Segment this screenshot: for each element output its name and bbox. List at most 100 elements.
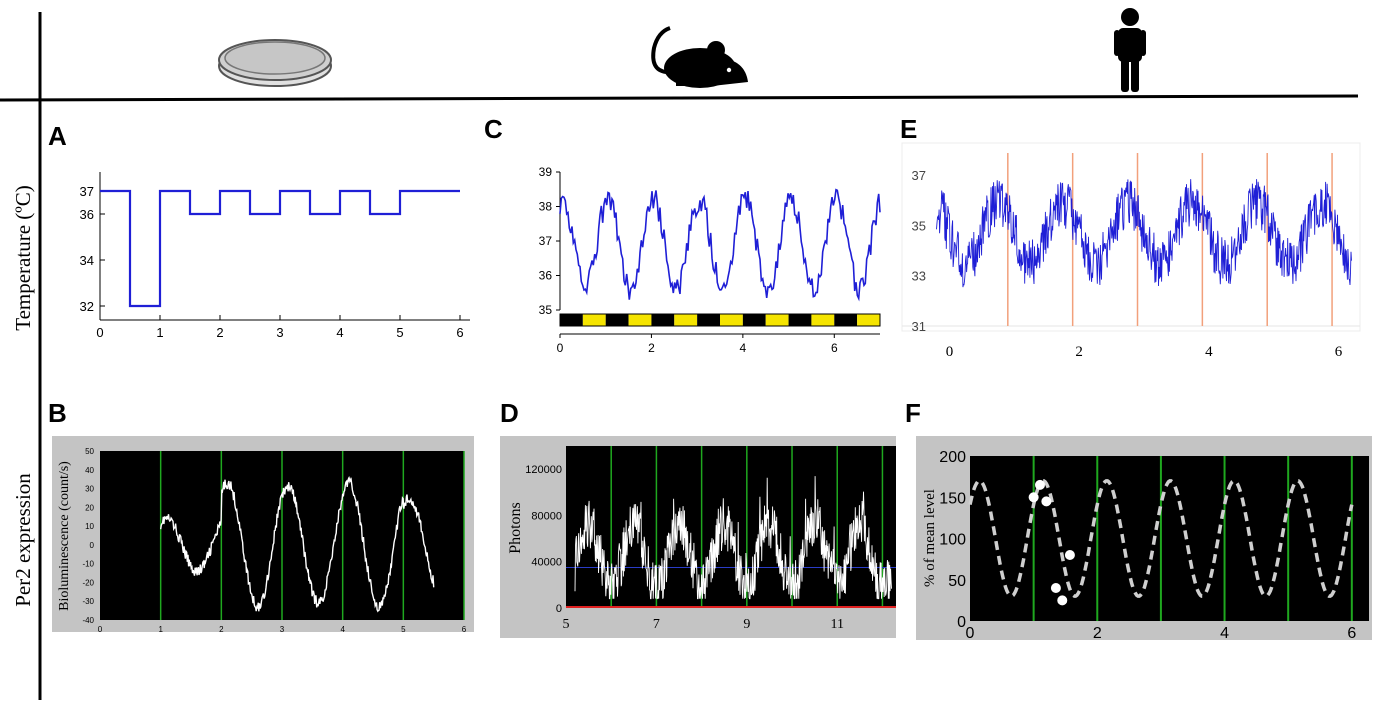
row-label-temperature: Temperature (ºC): [11, 185, 35, 331]
plot-area: [566, 446, 896, 608]
x-tick-label: 2: [1075, 344, 1083, 360]
light-dark-segment: [697, 314, 720, 326]
y-axis-title: % of mean level: [922, 489, 938, 587]
y-tick-label: 120000: [525, 464, 562, 476]
x-tick-label: 4: [340, 625, 345, 634]
x-tick-label: 1: [156, 325, 163, 340]
temperature-series: [100, 189, 460, 308]
x-tick-label: 9: [743, 617, 750, 632]
mouse-icon: [651, 26, 748, 88]
y-tick-label: 80000: [531, 510, 562, 522]
panel-d-photons: 0 40000 80000 120000 5 7 9 11 Photons: [500, 436, 896, 638]
data-point: [1035, 479, 1045, 490]
bioluminescence-series: [160, 475, 435, 613]
x-tick-label: 1: [158, 625, 163, 634]
panel-b-bioluminescence: 0 1 2 3 4 5 6 50 40 30 20 10 0 -10 -20 -30 -40 Biolumines…: [52, 436, 474, 634]
y-tick-label: 31: [912, 319, 926, 334]
x-tick-label: 6: [1335, 344, 1343, 360]
y-tick-label: 35: [912, 218, 926, 233]
photon-series: [574, 476, 892, 600]
data-point: [1064, 550, 1075, 560]
y-tick-label: 38: [539, 200, 553, 214]
y-tick-label: 39: [539, 165, 553, 179]
human-icon: [1114, 8, 1146, 92]
y-tick-label: 34: [80, 253, 94, 268]
y-tick-label: -10: [82, 560, 94, 569]
plot-area: [901, 142, 1361, 332]
y-tick-label: 200: [939, 449, 966, 466]
light-dark-segment: [765, 314, 789, 326]
panel-letter-f: F: [905, 398, 921, 428]
light-dark-segment: [811, 314, 835, 326]
x-tick-label: 3: [280, 625, 285, 634]
y-tick-label: 32: [80, 299, 94, 314]
light-dark-segment: [788, 314, 812, 326]
light-dark-bar-frame: [559, 313, 881, 327]
panel-f-per2-model: 0 50 100 150 200 0 2 4 6 % of mean level: [916, 436, 1372, 642]
x-tick-label: 5: [401, 625, 406, 634]
light-dark-segment: [674, 314, 698, 326]
x-tick-label: 0: [557, 341, 564, 355]
horizontal-divider: [0, 94, 1359, 102]
y-tick-label: 33: [912, 269, 926, 284]
light-dark-segment: [651, 314, 675, 326]
y-tick-label: 36: [80, 207, 94, 222]
x-tick-label: 0: [98, 625, 103, 634]
panel-c-temperature-mouse: 35 36 37 38 39 0 2 4 6: [539, 165, 881, 355]
x-tick-label: 4: [1220, 625, 1229, 642]
y-tick-label: 20: [85, 503, 94, 512]
y-tick-label: 10: [85, 522, 94, 531]
light-dark-segment: [582, 314, 606, 326]
y-tick-label: 40000: [531, 557, 562, 569]
x-tick-label: 6: [462, 625, 467, 634]
data-point: [1050, 583, 1061, 593]
x-tick-label: 4: [740, 341, 747, 355]
x-tick-label: 2: [648, 341, 655, 355]
x-tick-label: 2: [216, 325, 223, 340]
petri-dish-icon: [218, 39, 332, 87]
y-tick-label: 37: [539, 234, 553, 248]
x-tick-label: 2: [219, 625, 224, 634]
panel-letter-d: D: [500, 398, 519, 428]
x-tick-label: 0: [966, 625, 975, 642]
y-tick-label: 0: [556, 603, 562, 615]
core-temperature-series: [559, 188, 881, 302]
panel-letter-e: E: [900, 114, 917, 144]
light-dark-segment: [742, 314, 766, 326]
y-tick-label: 0: [90, 541, 95, 550]
data-point: [1028, 492, 1039, 503]
x-tick-label: 3: [276, 325, 283, 340]
light-dark-segment: [605, 314, 629, 326]
panel-e-temperature-human: 31 33 35 37 0 2 4 6: [901, 142, 1361, 360]
x-tick-label: 6: [1347, 625, 1356, 642]
skin-temperature-series: [936, 179, 1352, 288]
x-tick-label: 5: [396, 325, 403, 340]
data-point: [1057, 595, 1068, 606]
model-fit-series: [968, 479, 1354, 598]
x-tick-label: 2: [1093, 625, 1102, 642]
panel-letter-c: C: [484, 114, 503, 144]
light-dark-segment: [834, 314, 858, 326]
light-dark-segment: [560, 314, 583, 326]
y-tick-label: 150: [939, 490, 966, 507]
y-tick-label: 100: [939, 532, 966, 549]
light-dark-segment: [857, 314, 880, 326]
x-tick-label: 7: [653, 617, 660, 632]
y-tick-label: -30: [82, 597, 94, 606]
y-tick-label: 40: [85, 466, 94, 475]
y-tick-label: 37: [80, 184, 94, 199]
x-tick-label: 0: [96, 325, 103, 340]
x-tick-label: 6: [831, 341, 838, 355]
light-dark-segment: [628, 314, 652, 326]
y-tick-label: -40: [82, 616, 94, 625]
row-label-per2: Per2 expression: [11, 473, 35, 607]
x-tick-label: 4: [336, 325, 343, 340]
y-tick-label: 36: [539, 269, 553, 283]
y-tick-label: 0: [957, 614, 966, 631]
x-tick-label: 11: [830, 617, 843, 632]
panel-letter-b: B: [48, 398, 67, 428]
y-tick-label: 30: [85, 485, 94, 494]
y-tick-label: 35: [539, 303, 553, 317]
x-tick-label: 0: [946, 344, 954, 360]
